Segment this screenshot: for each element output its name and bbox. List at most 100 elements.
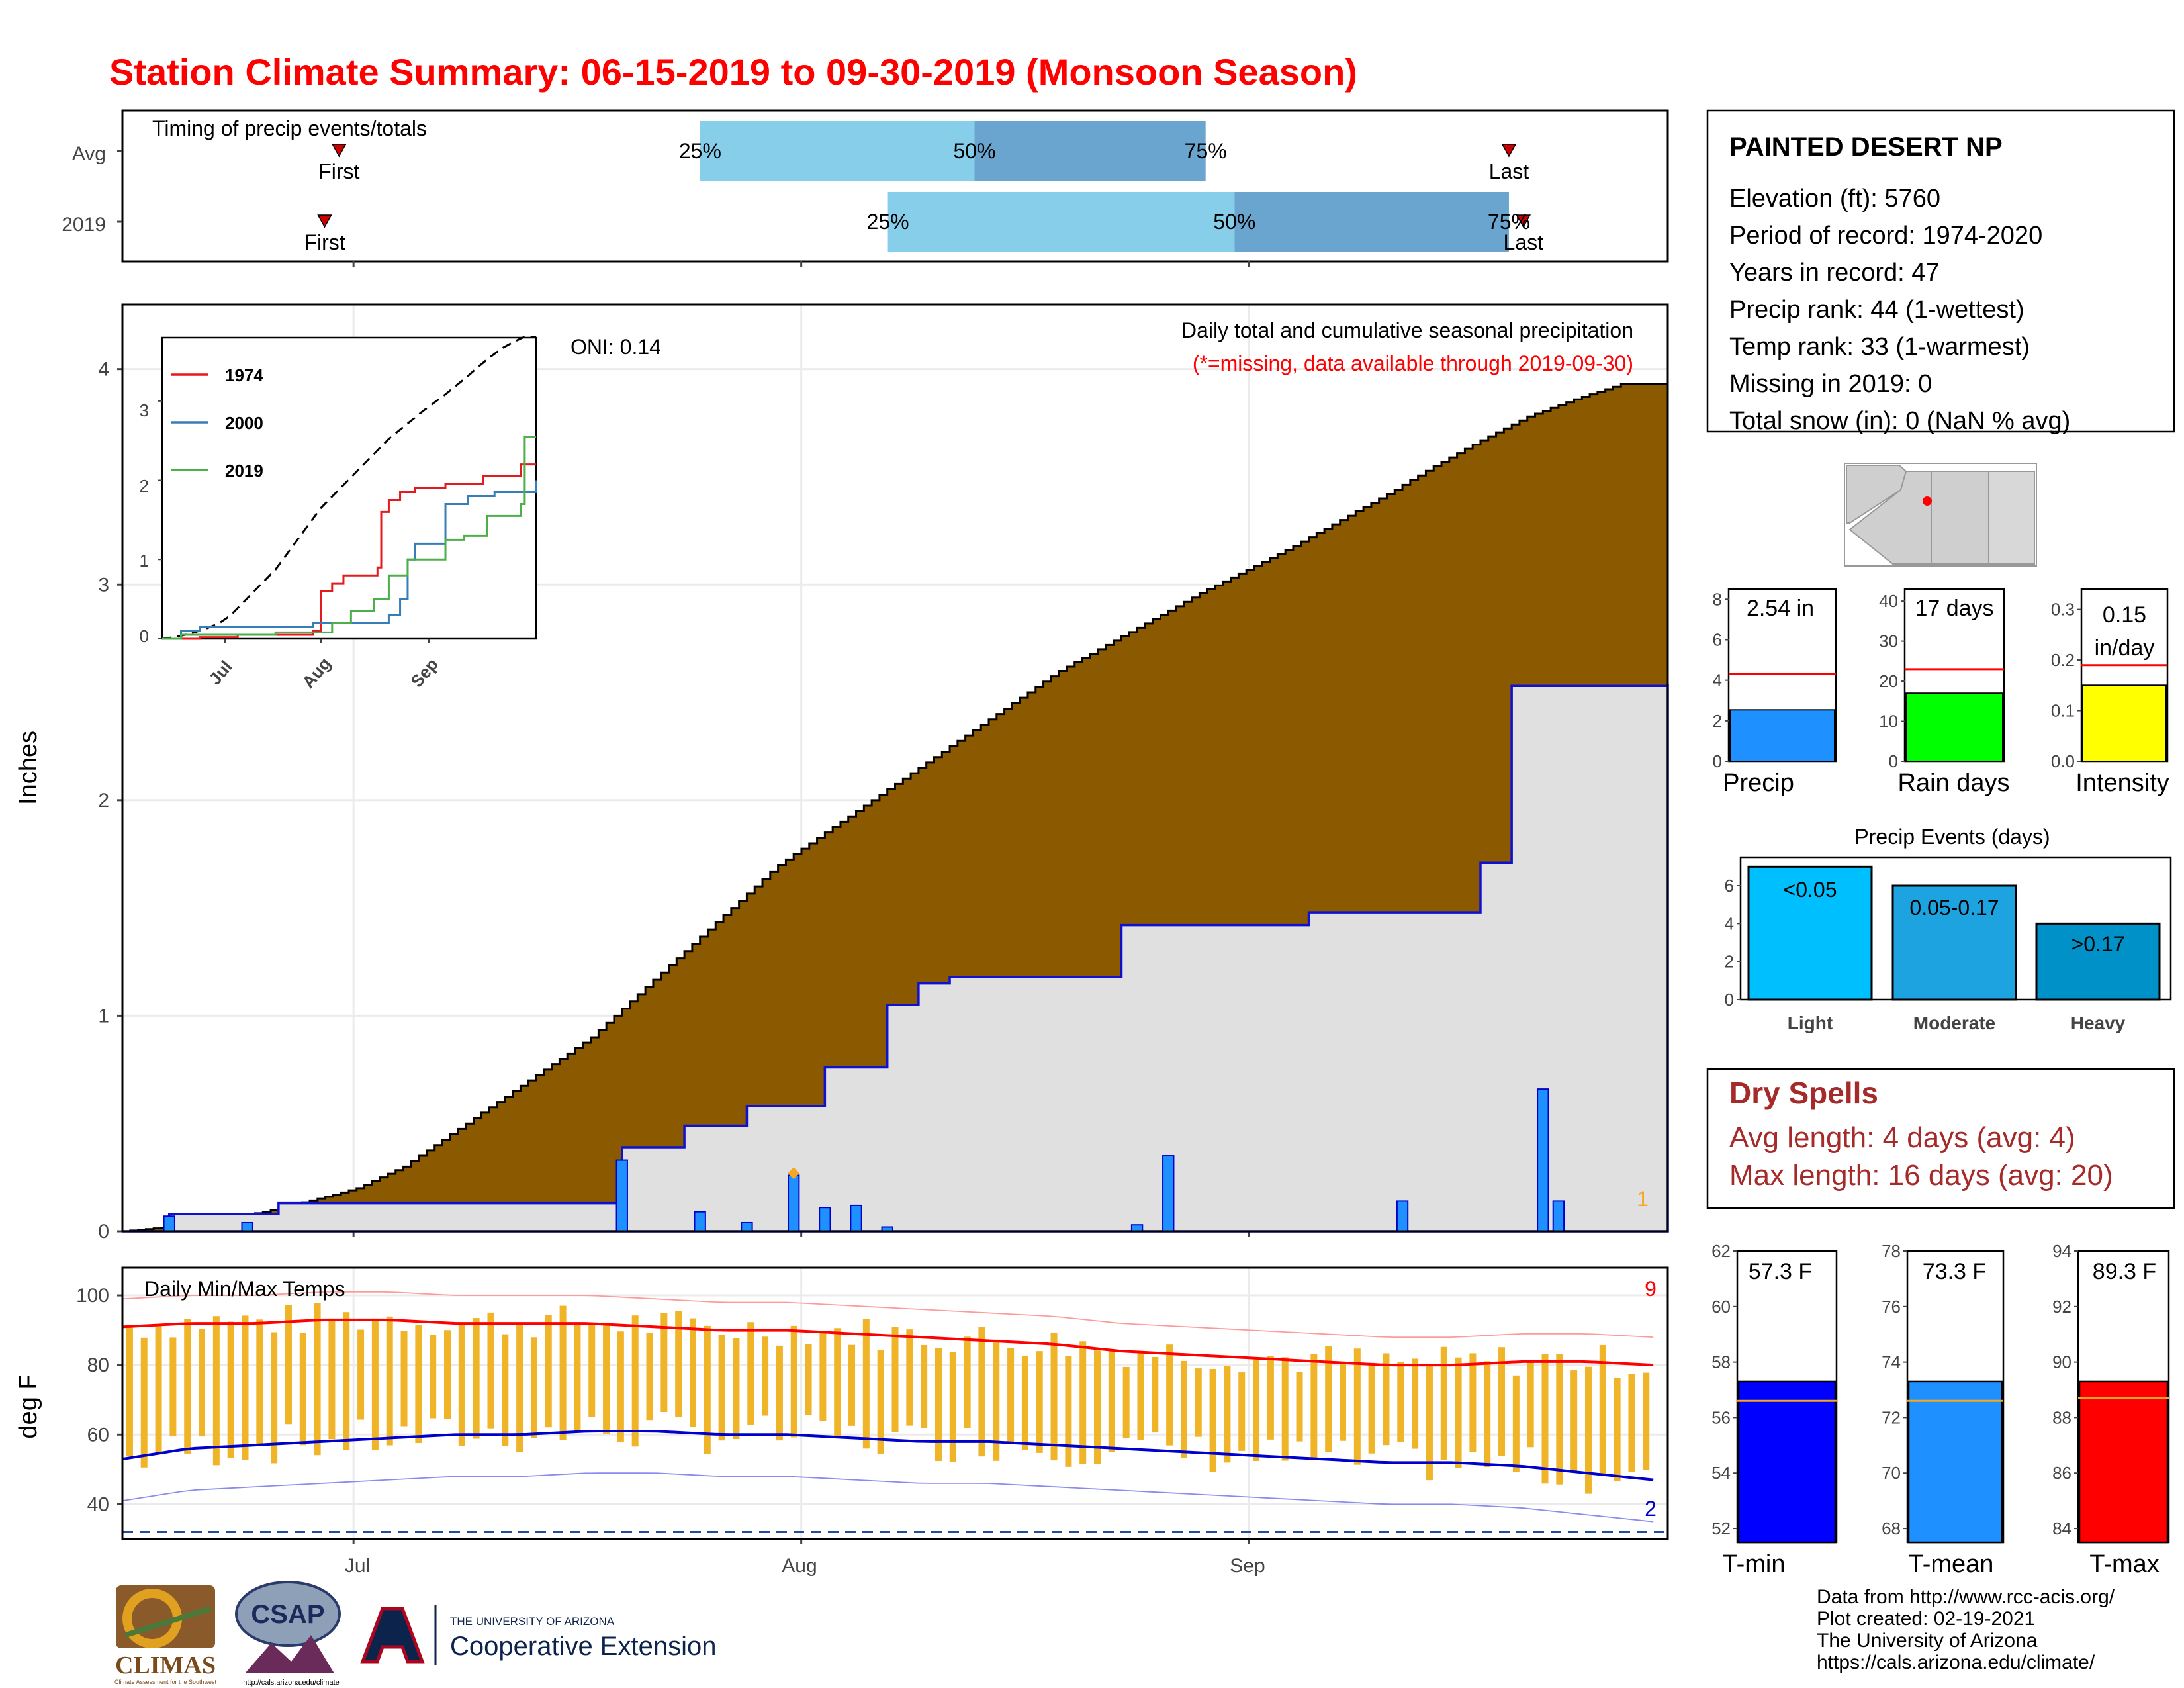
- events-bar-1: [1891, 884, 2017, 1001]
- avg-p50-label: 50%: [953, 139, 995, 163]
- station-location-dot: [1923, 496, 1932, 506]
- tbar-tmean-value: 73.3 F: [1923, 1259, 1986, 1284]
- daily-precip-bar: [1537, 1088, 1549, 1233]
- record-max-line: [122, 1291, 1654, 1338]
- mini-bar-2: [2082, 684, 2167, 762]
- daily-temp-bar: [1050, 1332, 1058, 1461]
- daily-precip-bar: [850, 1204, 862, 1232]
- inset-line-1974: [162, 463, 536, 640]
- daily-temp-bar: [978, 1327, 985, 1457]
- tbar-ytick-0-2: 56: [1711, 1407, 1731, 1427]
- mini-raindays-value: 17 days: [1915, 596, 1993, 621]
- daily-temp-bar: [559, 1305, 567, 1440]
- inset-ytick-0: 0: [140, 626, 149, 646]
- inset-line-2000: [162, 480, 537, 640]
- avg-first-label: First: [318, 160, 359, 183]
- daily-temp-bar: [386, 1316, 393, 1446]
- daily-temp-bar: [1122, 1366, 1130, 1438]
- mini-ytick-2-1: 0.1: [2051, 701, 2075, 721]
- tbar-ytick-0-1: 54: [1711, 1463, 1731, 1483]
- temp-ytick-60: 60: [87, 1424, 109, 1446]
- tbar-ytick-0-4: 60: [1711, 1297, 1731, 1317]
- daily-temp-bar: [1455, 1357, 1462, 1468]
- daily-temp-bar: [1353, 1348, 1361, 1465]
- tbar-tmean-label: T-mean: [1909, 1550, 1994, 1578]
- daily-temp-bar: [357, 1329, 365, 1420]
- precip-ytick-1: 1: [98, 1005, 109, 1027]
- daily-temp-bar: [675, 1311, 682, 1418]
- daily-temp-bar: [1296, 1372, 1303, 1442]
- daily-temp-bar: [1166, 1344, 1173, 1446]
- timing-bar-q2-0: [700, 121, 975, 181]
- events-bar-2: [2035, 922, 2161, 1001]
- daily-temp-bar: [704, 1325, 711, 1454]
- daily-temp-bar: [184, 1319, 191, 1454]
- daily-temp-bar: [1512, 1375, 1520, 1472]
- daily-temp-bar: [516, 1323, 523, 1452]
- daily-temp-bar: [949, 1352, 956, 1462]
- tbar-ytick-2-5: 94: [2052, 1241, 2071, 1261]
- daily-precip-bar: [615, 1159, 628, 1232]
- mini-ytick-0-0: 0: [1713, 751, 1722, 771]
- mini-intensity-unit: in/day: [2095, 635, 2155, 661]
- daily-precip-bar: [819, 1207, 831, 1232]
- footer-university: The University of Arizona: [1817, 1630, 2038, 1652]
- mini-precip-value: 2.54 in: [1747, 596, 1814, 621]
- precip-panel: Inches 0 1 2 3 4 Daily total and cumulat…: [15, 303, 1669, 1243]
- xtick-aug: Aug: [782, 1555, 817, 1577]
- daily-temp-bar: [444, 1330, 451, 1420]
- precip-missing-note: (*=missing, data available through 2019-…: [1193, 352, 1633, 375]
- mini-ytick-0-3: 6: [1713, 630, 1722, 649]
- daily-temp-bar: [1137, 1352, 1144, 1440]
- daily-temp-bar: [155, 1325, 162, 1454]
- daily-temp-bar: [1065, 1356, 1072, 1467]
- daily-temp-bar: [1325, 1346, 1332, 1452]
- station-period: Period of record: 1974-2020: [1729, 222, 2042, 250]
- tbar-ytick-0-5: 62: [1711, 1241, 1731, 1261]
- tbar-ytick-0-0: 52: [1711, 1519, 1731, 1538]
- mini-intensity-label: Intensity: [2075, 769, 2169, 797]
- events-title: Precip Events (days): [1854, 825, 2050, 849]
- csap-logo-url: http://cals.arizona.edu/climate: [243, 1679, 340, 1687]
- daily-temp-bar: [1267, 1356, 1274, 1440]
- avg-p25-label: 25%: [679, 139, 721, 163]
- hot-day-count: 9: [1645, 1277, 1657, 1301]
- daily-temp-bar: [776, 1345, 783, 1441]
- new-mexico-shape: [1931, 471, 1989, 565]
- xtick-sep: Sep: [1230, 1555, 1265, 1577]
- daily-temp-bar: [415, 1325, 422, 1444]
- inset-avg-line: [161, 336, 536, 640]
- daily-temp-bar: [934, 1348, 942, 1461]
- daily-temp-bar: [1614, 1378, 1621, 1482]
- daily-temp-bar: [545, 1315, 552, 1428]
- climas-wave-icon: [124, 1606, 212, 1638]
- daily-precip-bar: [1552, 1200, 1565, 1232]
- daily-temp-bar: [906, 1329, 913, 1426]
- y2019-p75-label: 75%: [1488, 210, 1530, 234]
- locator-map: [1844, 463, 2037, 567]
- mini-bar-1: [1905, 692, 2003, 763]
- tbar-ytick-1-3: 74: [1882, 1352, 1901, 1372]
- daily-temp-bar: [126, 1325, 133, 1457]
- daily-temp-bar: [1152, 1356, 1159, 1433]
- station-frame: [1706, 109, 2175, 433]
- daily-temp-bar: [1209, 1368, 1216, 1472]
- temp-ytick-100: 100: [76, 1285, 109, 1307]
- tbar-tmin-label: T-min: [1723, 1550, 1786, 1578]
- daily-temp-bar: [400, 1331, 408, 1427]
- timing-panel: Timing of precip events/totals Avg 2019 …: [62, 109, 1669, 267]
- daily-temp-bar: [1368, 1362, 1375, 1454]
- daily-temp-bar: [1541, 1354, 1549, 1484]
- temp-frame: [121, 1266, 1669, 1540]
- daily-temp-bar: [848, 1344, 856, 1426]
- daily-temp-bar: [631, 1315, 639, 1447]
- daily-precip-bar: [788, 1174, 800, 1233]
- mini-precip-label: Precip: [1723, 769, 1794, 797]
- station-temp-rank: Temp rank: 33 (1-warmest): [1729, 333, 2030, 361]
- inset-ytick-2: 2: [140, 476, 149, 496]
- daily-temp-bar: [1238, 1372, 1246, 1451]
- temperature-panel: Daily Min/Max Temps 9 2 deg F 40 60 80 1…: [15, 1266, 1669, 1577]
- daily-temp-bar: [227, 1321, 234, 1458]
- daily-precip-bar: [694, 1211, 706, 1232]
